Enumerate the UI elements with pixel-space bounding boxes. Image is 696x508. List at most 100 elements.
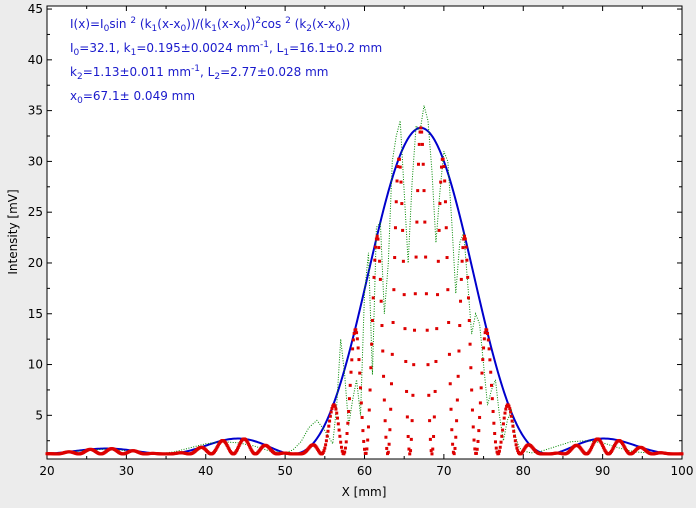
fit-point	[413, 292, 417, 296]
fit-point	[340, 449, 344, 453]
fit-point	[434, 359, 438, 363]
fit-point	[454, 435, 458, 439]
axes-group: 20 30 40 50 60 70 80 90 100 5 10 15 20 25 30 35 40 45	[28, 2, 694, 478]
fit-point	[504, 407, 508, 411]
fit-point	[433, 389, 437, 393]
fit-point	[611, 447, 615, 451]
fit-point	[363, 447, 366, 451]
fit-point	[417, 142, 421, 146]
fit-point	[354, 328, 358, 332]
fit-point	[468, 342, 472, 346]
x-tick-label: 30	[119, 464, 134, 478]
y-tick-label: 40	[28, 53, 43, 67]
fit-point	[366, 425, 370, 429]
fit-params-annotation-3: x0=67.1± 0.049 mm	[70, 89, 195, 106]
fit-point	[405, 415, 409, 419]
fit-point	[486, 338, 490, 342]
fit-point	[600, 442, 604, 446]
fit-point	[516, 449, 520, 453]
fit-point	[489, 370, 493, 374]
fit-point	[392, 288, 396, 292]
fit-point	[439, 165, 443, 169]
fit-point	[466, 296, 470, 300]
fit-point	[359, 401, 363, 405]
fit-point	[441, 157, 445, 161]
y-tick-label: 20	[28, 256, 43, 270]
fit-point	[411, 393, 415, 397]
fit-point	[375, 234, 379, 238]
fit-point	[321, 450, 325, 454]
fit-point	[458, 324, 462, 328]
fit-point	[502, 416, 506, 420]
fit-point	[357, 358, 361, 362]
fit-point	[497, 449, 501, 453]
y-axis-label: Intensity [mV]	[6, 189, 20, 274]
fit-point	[401, 228, 405, 232]
fit-point	[473, 447, 477, 451]
fit-point	[444, 226, 448, 230]
fit-point	[601, 444, 605, 448]
fit-point	[470, 388, 474, 392]
fit-point	[389, 382, 393, 386]
x-tick-label: 80	[516, 464, 531, 478]
fit-point	[430, 452, 434, 456]
fit-point	[500, 434, 504, 438]
fit-point	[453, 446, 457, 450]
fit-point	[415, 220, 419, 224]
fit-point	[501, 428, 505, 432]
fit-point	[390, 352, 394, 356]
fit-point	[366, 438, 370, 442]
fit-point	[333, 404, 337, 408]
fit-point	[455, 398, 459, 402]
x-tick-label: 50	[277, 464, 292, 478]
fit-point	[323, 446, 327, 450]
fit-point	[486, 332, 490, 335]
fit-point	[412, 363, 416, 367]
fit-point	[448, 382, 452, 386]
fit-point	[237, 444, 241, 448]
fit-params-annotation-1: I0=32.1, k1=0.195±0.0024 mm-1, L1=16.1±0…	[70, 40, 382, 58]
fit-point	[482, 337, 486, 341]
fit-point	[389, 407, 393, 411]
fit-point	[322, 449, 326, 453]
fit-point	[226, 445, 230, 449]
fit-point	[490, 383, 493, 387]
fit-point	[480, 371, 484, 375]
fit-point	[351, 338, 355, 342]
fit-point	[427, 393, 431, 397]
y-tick-label: 25	[28, 205, 43, 219]
fit-point	[338, 434, 342, 438]
fit-point	[503, 411, 507, 415]
fit-point	[599, 440, 603, 444]
fit-params-annotation-2: k2=1.13±0.011 mm-1, L2=2.77±0.028 mm	[70, 64, 328, 82]
y-tick-label: 15	[28, 307, 43, 321]
fit-point	[339, 440, 343, 444]
fit-point	[364, 451, 368, 455]
fit-point	[462, 237, 466, 241]
fit-point	[459, 277, 463, 281]
fit-point	[464, 245, 468, 249]
x-tick-label: 70	[436, 464, 451, 478]
fit-point	[348, 383, 352, 387]
y-tick-label: 30	[28, 154, 43, 168]
fit-point	[591, 442, 595, 446]
x-tick-label: 60	[357, 464, 372, 478]
fit-point	[403, 327, 407, 331]
fit-point	[425, 328, 429, 332]
fit-point	[501, 422, 505, 426]
fit-point	[248, 446, 252, 450]
fit-point	[447, 320, 451, 324]
fit-point	[369, 366, 373, 370]
fit-point	[343, 450, 347, 454]
fit-point	[512, 429, 516, 433]
fit-point	[380, 324, 384, 328]
fit-point	[347, 409, 351, 413]
fit-point	[420, 130, 424, 134]
fit-point	[680, 452, 684, 456]
fit-point	[477, 429, 481, 433]
fit-point	[467, 319, 471, 323]
fit-point	[421, 162, 425, 166]
fit-point	[384, 435, 388, 439]
fit-point	[327, 424, 331, 428]
